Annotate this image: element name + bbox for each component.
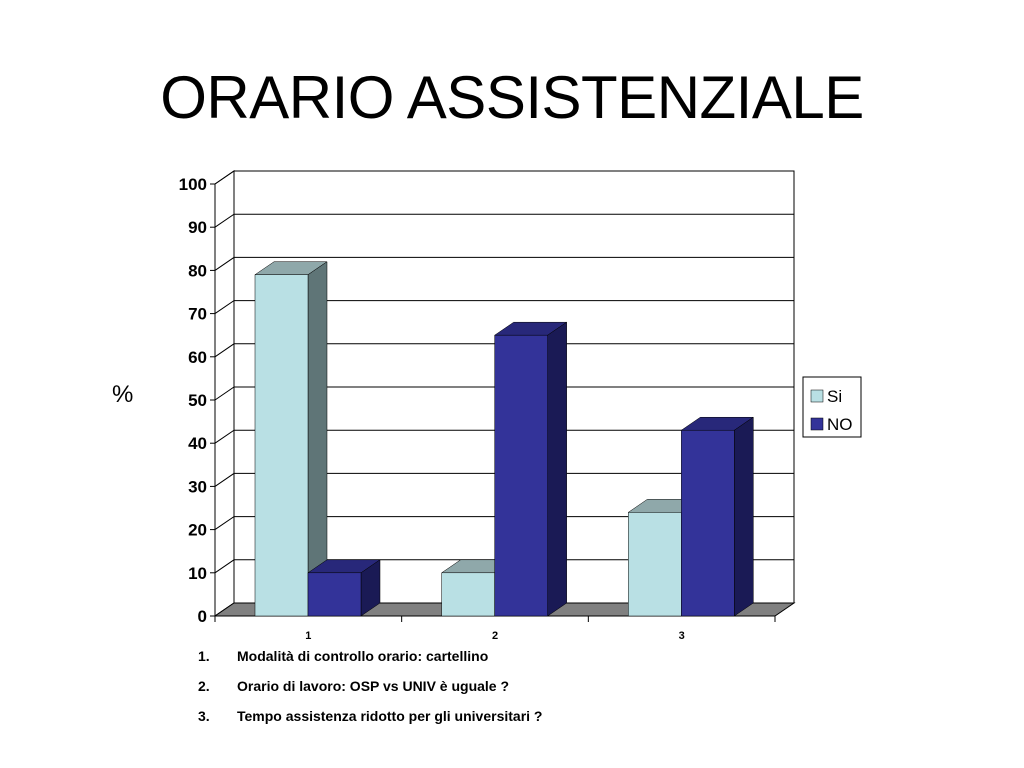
legend-swatch	[810, 417, 824, 431]
gridline	[214, 170, 794, 185]
y-tick-label: 50	[188, 391, 207, 410]
y-tick-label: 60	[188, 348, 207, 367]
note-number: 3.	[198, 708, 210, 724]
gridline	[214, 300, 794, 315]
note-text: Tempo assistenza ridotto per gli univers…	[237, 708, 543, 724]
x-tick-label: 3	[679, 630, 685, 642]
gridline	[214, 516, 794, 531]
gridline	[214, 429, 794, 444]
y-tick-label: 90	[188, 218, 207, 237]
bars	[254, 261, 755, 617]
bar-front	[441, 572, 495, 617]
bar-front	[254, 274, 309, 617]
bar-front	[307, 572, 362, 617]
bar	[307, 559, 381, 617]
bar-front	[628, 512, 682, 617]
note-text: Modalità di controllo orario: cartellino	[237, 648, 489, 664]
legend-label: NO	[827, 415, 853, 434]
y-tick-label: 0	[198, 607, 207, 626]
bar-side	[547, 321, 567, 617]
gridline	[214, 213, 794, 228]
bar-side	[734, 416, 754, 617]
y-tick-label: 30	[188, 477, 207, 496]
y-tick-label: 100	[179, 175, 207, 194]
gridline	[214, 559, 794, 574]
bar	[254, 261, 328, 617]
note-text: Orario di lavoro: OSP vs UNIV è uguale ?	[237, 678, 510, 694]
gridline	[214, 386, 794, 401]
bar	[680, 416, 755, 617]
category-notes: 1. Modalità di controllo orario: cartelli…	[198, 646, 542, 736]
note-item: 1. Modalità di controllo orario: cartelli…	[198, 646, 542, 676]
bar-front	[681, 429, 735, 617]
x-tick-label: 1	[305, 630, 311, 642]
gridline	[214, 472, 794, 487]
note-item: 2. Orario di lavoro: OSP vs UNIV è uguale…	[198, 676, 542, 706]
legend: Si NO	[802, 376, 862, 438]
gridline	[214, 343, 794, 358]
y-tick-label: 40	[188, 434, 207, 453]
bar-front	[494, 334, 548, 617]
y-tick-label: 10	[188, 564, 207, 583]
y-tick-label: 80	[188, 261, 207, 280]
note-number: 2.	[198, 678, 210, 694]
y-tick-label: 20	[188, 521, 207, 540]
slide-title: ORARIO ASSISTENZIALE	[160, 64, 864, 131]
legend-swatch	[810, 389, 824, 403]
gridline	[214, 256, 794, 271]
x-axis: 1 2 3	[214, 615, 776, 642]
y-axis: 0 10 20 30 40 50 60 70 80 90 100	[179, 175, 216, 626]
x-tick-label: 2	[492, 630, 498, 642]
note-item: 3. Tempo assistenza ridotto per gli unive…	[198, 706, 542, 736]
bar	[493, 321, 568, 617]
note-number: 1.	[198, 648, 210, 664]
y-tick-label: 70	[188, 305, 207, 324]
y-axis-unit-label: %	[112, 381, 134, 408]
legend-label: Si	[827, 387, 842, 406]
